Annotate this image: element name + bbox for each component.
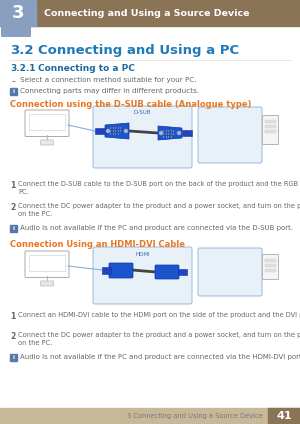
Bar bbox=[10, 88, 17, 95]
Bar bbox=[102, 267, 111, 274]
Text: D-SUB: D-SUB bbox=[134, 111, 151, 115]
Bar bbox=[163, 133, 164, 134]
Bar bbox=[170, 133, 172, 134]
Bar bbox=[112, 130, 114, 131]
Text: Connecting to a PC: Connecting to a PC bbox=[38, 64, 135, 73]
Text: 2: 2 bbox=[10, 332, 15, 341]
Polygon shape bbox=[158, 126, 182, 140]
FancyBboxPatch shape bbox=[262, 254, 278, 279]
Text: i: i bbox=[13, 226, 14, 231]
Circle shape bbox=[177, 131, 181, 135]
FancyBboxPatch shape bbox=[155, 265, 179, 279]
Text: Connect the DC power adapter to the product and a power socket, and turn on the : Connect the DC power adapter to the prod… bbox=[18, 332, 300, 346]
Bar bbox=[265, 125, 276, 128]
Bar bbox=[115, 130, 116, 131]
Circle shape bbox=[159, 131, 163, 135]
Bar bbox=[265, 130, 276, 132]
Polygon shape bbox=[105, 123, 129, 139]
FancyBboxPatch shape bbox=[93, 106, 192, 168]
Text: Audio is not available if the PC and product are connected via the D-SUB port.: Audio is not available if the PC and pro… bbox=[20, 225, 293, 231]
Bar bbox=[170, 130, 172, 131]
Bar bbox=[265, 259, 276, 262]
Bar bbox=[170, 136, 172, 137]
Bar bbox=[168, 130, 169, 131]
Bar bbox=[182, 130, 192, 136]
Text: 41: 41 bbox=[276, 411, 292, 421]
FancyBboxPatch shape bbox=[109, 263, 133, 278]
Bar bbox=[110, 130, 111, 131]
Bar bbox=[112, 133, 114, 134]
Bar bbox=[115, 127, 116, 128]
Text: Audio is not available if the PC and product are connected via the HDMI-DVI port: Audio is not available if the PC and pro… bbox=[20, 354, 300, 360]
Bar bbox=[0, 0, 300, 26]
Bar bbox=[120, 130, 121, 131]
Bar bbox=[95, 128, 106, 134]
Text: 3.2.1: 3.2.1 bbox=[10, 64, 35, 73]
Circle shape bbox=[124, 129, 128, 133]
FancyBboxPatch shape bbox=[198, 107, 262, 163]
Bar bbox=[118, 127, 119, 128]
Text: i: i bbox=[13, 355, 14, 360]
Text: 3: 3 bbox=[12, 4, 24, 22]
Bar bbox=[0, 408, 300, 424]
Text: Connecting and Using a PC: Connecting and Using a PC bbox=[38, 44, 239, 57]
FancyBboxPatch shape bbox=[1, 25, 31, 37]
Bar bbox=[29, 255, 65, 271]
Bar bbox=[265, 120, 276, 123]
Bar bbox=[163, 136, 164, 137]
Bar bbox=[118, 130, 119, 131]
Text: 3 Connecting and Using a Source Device: 3 Connecting and Using a Source Device bbox=[127, 413, 263, 419]
Bar bbox=[110, 133, 111, 134]
Bar bbox=[168, 136, 169, 137]
Circle shape bbox=[106, 129, 110, 133]
Bar bbox=[115, 133, 116, 134]
Text: Connect the D-SUB cable to the D-SUB port on the back of the product and the RGB: Connect the D-SUB cable to the D-SUB por… bbox=[18, 181, 300, 195]
Bar bbox=[10, 225, 17, 232]
FancyBboxPatch shape bbox=[93, 247, 192, 304]
FancyBboxPatch shape bbox=[40, 140, 53, 145]
Bar bbox=[168, 133, 169, 134]
FancyBboxPatch shape bbox=[198, 248, 262, 296]
Bar bbox=[112, 127, 114, 128]
Bar bbox=[178, 269, 187, 275]
FancyBboxPatch shape bbox=[40, 281, 53, 286]
Bar bbox=[173, 133, 174, 134]
Bar bbox=[110, 127, 111, 128]
Bar bbox=[118, 133, 119, 134]
Text: i: i bbox=[13, 89, 14, 94]
Bar bbox=[268, 408, 300, 424]
Text: Connection Using an HDMI-DVI Cable: Connection Using an HDMI-DVI Cable bbox=[10, 240, 185, 249]
Text: Connecting parts may differ in different products.: Connecting parts may differ in different… bbox=[20, 88, 199, 94]
Text: Connect the DC power adapter to the product and a power socket, and turn on the : Connect the DC power adapter to the prod… bbox=[18, 203, 300, 217]
Text: 3.2: 3.2 bbox=[10, 44, 34, 57]
Bar bbox=[163, 130, 164, 131]
Bar bbox=[29, 114, 65, 131]
Bar bbox=[265, 264, 276, 267]
Bar bbox=[166, 133, 167, 134]
Text: HDMI: HDMI bbox=[135, 251, 150, 257]
Bar bbox=[173, 130, 174, 131]
FancyBboxPatch shape bbox=[262, 115, 278, 145]
Text: Select a connection method suitable for your PC.: Select a connection method suitable for … bbox=[20, 77, 197, 83]
Bar bbox=[265, 269, 276, 271]
Bar bbox=[166, 136, 167, 137]
Bar bbox=[166, 130, 167, 131]
Text: 2: 2 bbox=[10, 203, 15, 212]
Text: Connection using the D-SUB cable (Analogue type): Connection using the D-SUB cable (Analog… bbox=[10, 100, 251, 109]
Bar bbox=[120, 127, 121, 128]
Text: –: – bbox=[12, 77, 16, 86]
Bar bbox=[10, 354, 17, 361]
Text: Connecting and Using a Source Device: Connecting and Using a Source Device bbox=[44, 8, 250, 17]
Text: 1: 1 bbox=[10, 181, 15, 190]
Text: Connect an HDMI-DVI cable to the HDMI port on the side of the product and the DV: Connect an HDMI-DVI cable to the HDMI po… bbox=[18, 312, 300, 318]
Bar bbox=[0, 0, 36, 26]
Text: 1: 1 bbox=[10, 312, 15, 321]
